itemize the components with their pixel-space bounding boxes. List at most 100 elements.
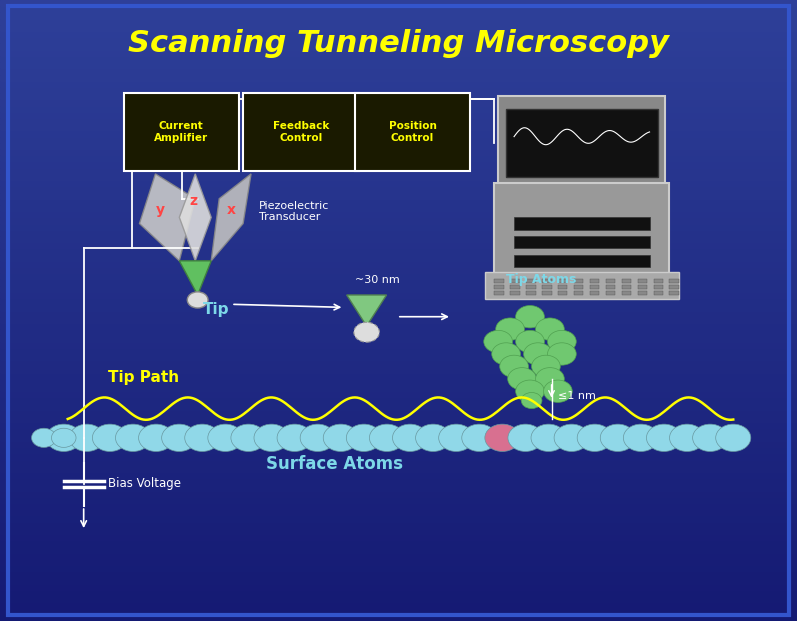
Bar xyxy=(0,130,797,137)
Bar xyxy=(0,261,797,267)
Bar xyxy=(0,279,797,286)
Bar xyxy=(526,285,536,289)
Circle shape xyxy=(548,330,576,353)
Text: ~30 nm: ~30 nm xyxy=(355,274,399,284)
Bar xyxy=(654,291,663,295)
Circle shape xyxy=(485,424,520,451)
Bar xyxy=(0,453,797,460)
Circle shape xyxy=(392,424,427,451)
Bar xyxy=(0,205,797,211)
Text: x: x xyxy=(227,203,236,217)
Bar xyxy=(638,285,647,289)
Text: Surface Atoms: Surface Atoms xyxy=(266,455,403,473)
Bar xyxy=(0,0,797,6)
Bar xyxy=(542,291,552,295)
Bar xyxy=(0,224,797,230)
Text: Piezoelectric
Transducer: Piezoelectric Transducer xyxy=(259,201,329,222)
Bar xyxy=(0,497,797,503)
FancyBboxPatch shape xyxy=(506,109,658,177)
Bar xyxy=(0,143,797,149)
Bar xyxy=(606,285,615,289)
Bar xyxy=(0,112,797,118)
Circle shape xyxy=(208,424,243,451)
Bar xyxy=(0,354,797,360)
Bar xyxy=(510,291,520,295)
Bar xyxy=(574,291,583,295)
Circle shape xyxy=(492,343,520,365)
Bar xyxy=(622,291,631,295)
Bar xyxy=(0,248,797,255)
Bar xyxy=(0,81,797,87)
Text: Position
Control: Position Control xyxy=(388,121,437,143)
Circle shape xyxy=(370,424,405,451)
Bar xyxy=(0,571,797,578)
Bar xyxy=(0,584,797,590)
Bar xyxy=(0,298,797,304)
Circle shape xyxy=(646,424,681,451)
Bar xyxy=(0,373,797,379)
Circle shape xyxy=(139,424,174,451)
Text: Scanning Tunneling Microscopy: Scanning Tunneling Microscopy xyxy=(128,29,669,58)
Circle shape xyxy=(693,424,728,451)
Circle shape xyxy=(415,424,450,451)
Bar xyxy=(654,285,663,289)
Circle shape xyxy=(347,424,382,451)
Bar xyxy=(514,217,650,230)
Bar xyxy=(0,329,797,335)
Bar xyxy=(0,509,797,515)
Circle shape xyxy=(277,424,312,451)
Bar xyxy=(0,155,797,161)
Bar xyxy=(606,291,615,295)
Bar xyxy=(0,323,797,329)
Bar xyxy=(0,50,797,56)
Bar xyxy=(0,56,797,62)
Bar xyxy=(0,174,797,180)
Bar xyxy=(0,397,797,404)
Bar xyxy=(0,236,797,242)
Circle shape xyxy=(524,343,552,365)
Bar xyxy=(0,546,797,553)
FancyBboxPatch shape xyxy=(355,93,470,171)
Bar xyxy=(558,285,567,289)
Bar xyxy=(0,534,797,540)
Bar xyxy=(0,304,797,310)
Bar xyxy=(574,279,583,283)
FancyBboxPatch shape xyxy=(124,93,239,171)
Bar xyxy=(0,6,797,12)
Bar xyxy=(0,478,797,484)
Circle shape xyxy=(554,424,589,451)
Bar xyxy=(526,291,536,295)
Bar xyxy=(0,615,797,621)
Bar xyxy=(0,441,797,447)
Circle shape xyxy=(669,424,705,451)
Bar xyxy=(494,291,504,295)
Bar xyxy=(0,410,797,416)
Bar xyxy=(0,590,797,596)
Bar xyxy=(574,285,583,289)
Circle shape xyxy=(623,424,658,451)
Bar xyxy=(0,193,797,199)
Bar xyxy=(590,291,599,295)
Text: Current
Amplifier: Current Amplifier xyxy=(155,121,208,143)
Polygon shape xyxy=(347,295,387,326)
Bar xyxy=(0,602,797,609)
Bar xyxy=(0,149,797,155)
Polygon shape xyxy=(139,174,195,261)
Circle shape xyxy=(548,343,576,365)
Circle shape xyxy=(52,428,76,447)
Bar xyxy=(0,217,797,224)
Bar xyxy=(0,466,797,472)
Bar xyxy=(0,230,797,236)
Bar xyxy=(0,391,797,397)
Circle shape xyxy=(516,306,544,328)
Bar xyxy=(0,255,797,261)
Text: ≤1 nm: ≤1 nm xyxy=(558,391,596,401)
Bar xyxy=(0,62,797,68)
Bar xyxy=(0,317,797,323)
Bar xyxy=(0,335,797,342)
Bar xyxy=(0,211,797,217)
Bar xyxy=(0,186,797,193)
Bar xyxy=(0,416,797,422)
Circle shape xyxy=(600,424,635,451)
Bar xyxy=(0,19,797,25)
